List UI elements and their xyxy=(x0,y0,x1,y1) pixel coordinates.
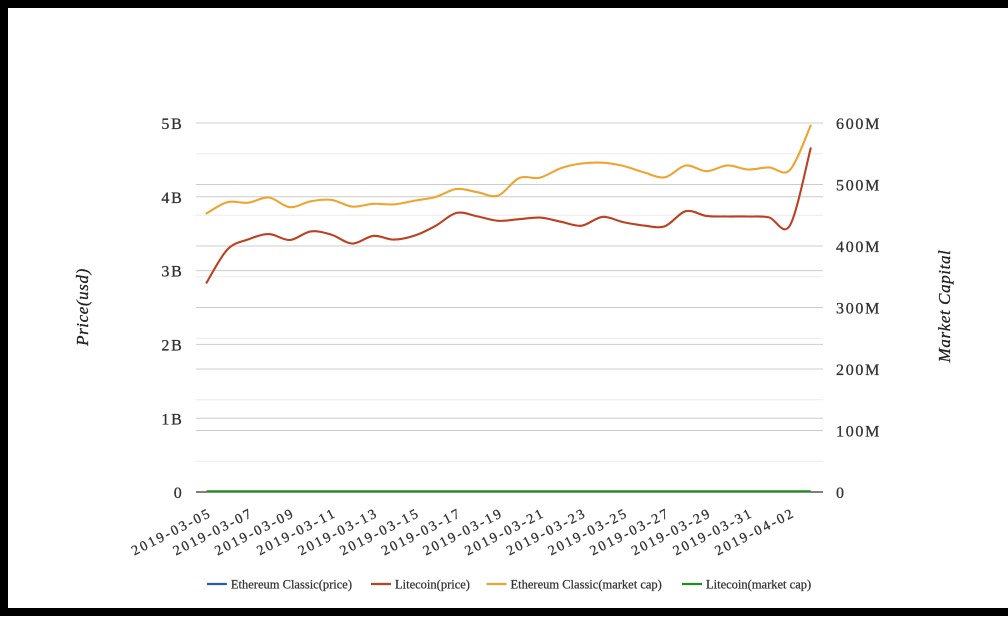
svg-text:1B: 1B xyxy=(161,411,183,428)
svg-text:5B: 5B xyxy=(161,116,183,133)
svg-text:4B: 4B xyxy=(161,190,183,207)
svg-text:Litecoin(market cap): Litecoin(market cap) xyxy=(706,577,811,591)
svg-text:100M: 100M xyxy=(836,424,881,441)
svg-text:500M: 500M xyxy=(836,178,881,195)
svg-text:Price(usd): Price(usd) xyxy=(73,268,92,347)
svg-text:Ethereum Classic(market cap): Ethereum Classic(market cap) xyxy=(511,577,662,591)
svg-text:3B: 3B xyxy=(161,264,183,281)
svg-text:0: 0 xyxy=(174,485,184,502)
svg-text:2B: 2B xyxy=(161,338,183,355)
svg-text:300M: 300M xyxy=(836,301,881,318)
svg-text:Market Capital: Market Capital xyxy=(935,250,954,364)
svg-text:0: 0 xyxy=(836,485,846,502)
svg-text:200M: 200M xyxy=(836,362,881,379)
svg-text:Litecoin(price): Litecoin(price) xyxy=(395,577,470,591)
svg-text:Ethereum Classic(price): Ethereum Classic(price) xyxy=(231,577,352,591)
svg-text:600M: 600M xyxy=(836,116,881,133)
svg-text:400M: 400M xyxy=(836,239,881,256)
